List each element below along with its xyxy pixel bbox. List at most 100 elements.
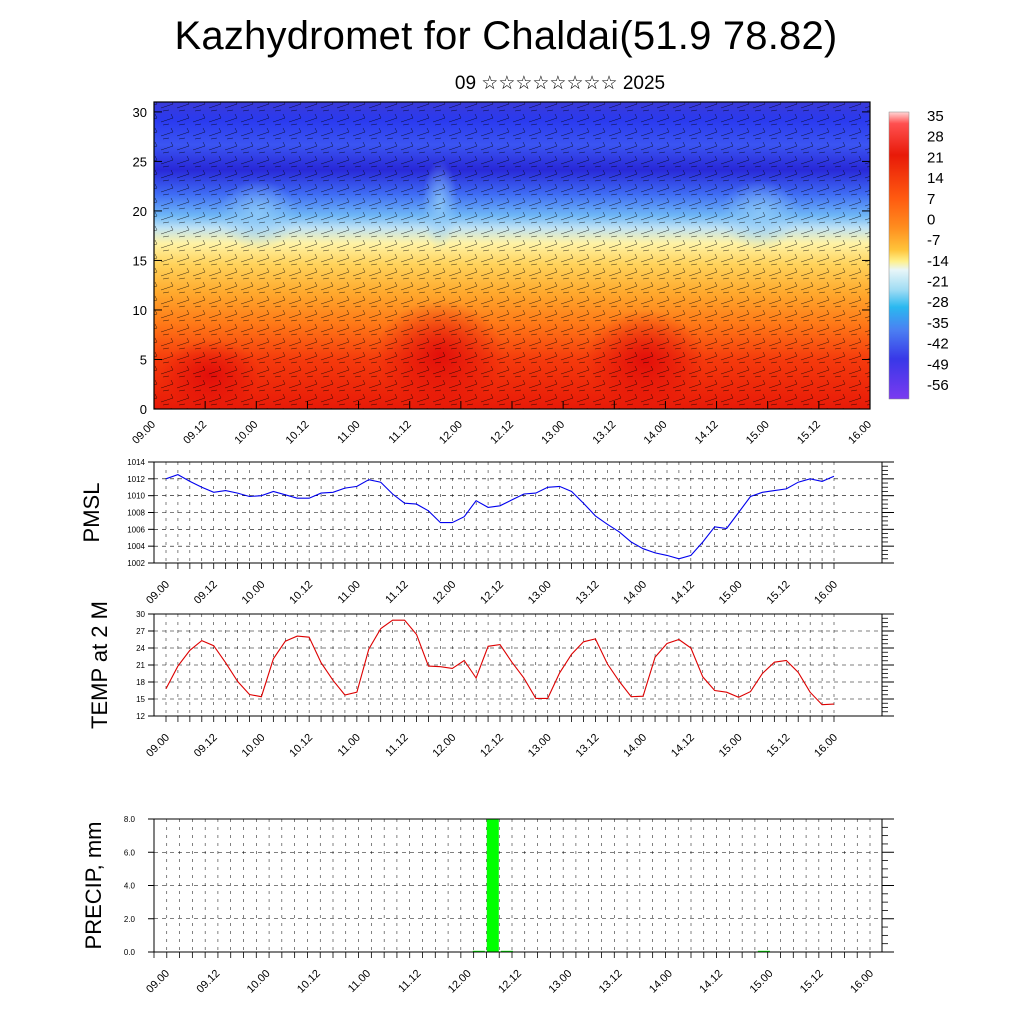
page-title: Kazhydromet for Chaldai(51.9 78.82)	[174, 14, 838, 58]
colorbar-label: -56	[927, 377, 949, 394]
x-tick-label: 14.12	[669, 579, 697, 607]
x-tick-label: 11.12	[383, 579, 410, 606]
x-tick-label: 09.00	[144, 579, 172, 607]
y-tick-label: 1012	[127, 475, 145, 484]
y-tick-label: 15	[136, 695, 145, 704]
x-tick-label: 11.12	[386, 419, 413, 446]
precip-bar	[500, 950, 513, 952]
precip-bar	[486, 819, 499, 952]
y-tick-label: 10	[133, 303, 147, 318]
colorbar-label: -21	[927, 274, 949, 291]
page-subtitle: 09 ☆☆☆☆☆☆☆☆ 2025	[454, 73, 666, 94]
x-tick-label: 15.12	[764, 579, 792, 607]
y-tick-label: 1006	[127, 525, 145, 534]
y-tick-label: 30	[133, 105, 147, 120]
x-tick-label: 10.00	[232, 419, 260, 447]
panel-precip: 0.0 2.0 4.0 6.0 8.0 09.00 09.12 10.00 10.12 11.00…	[81, 815, 894, 996]
x-tick-label: 15.00	[748, 968, 776, 996]
x-tick-label: 09.00	[130, 419, 158, 447]
y-tick-label: 1004	[127, 542, 145, 551]
precip-bar	[757, 950, 770, 952]
panel-temp: 12 15 18 21 24 27 30 09.00 09.12 10.00 10.12 11.00 1…	[87, 601, 894, 760]
y-tick-label: 25	[133, 154, 147, 169]
colorbar-label: 14	[927, 170, 944, 187]
colorbar-label: -49	[927, 356, 949, 373]
x-tick-label: 09.00	[144, 732, 172, 760]
x-tick-label: 09.12	[192, 579, 220, 607]
y-tick-label: 1008	[127, 509, 145, 518]
y-tick-label: 2.0	[124, 915, 136, 924]
y-tick-label: 27	[136, 627, 145, 636]
x-tick-label: 15.12	[798, 968, 826, 996]
x-tick-label: 09.12	[181, 419, 209, 447]
panel-frame	[153, 818, 883, 953]
x-tick-label: 15.00	[744, 419, 772, 447]
x-tick-label: 12.00	[430, 732, 458, 760]
x-tick-label: 14.00	[621, 579, 649, 607]
pmsl-line	[165, 473, 835, 560]
x-tick-label: 09.00	[144, 968, 172, 996]
y-tick-label: 6.0	[124, 848, 136, 857]
x-tick-label: 13.12	[574, 732, 602, 760]
y-tick-label: 8.0	[124, 815, 136, 824]
y-tick-label: 15	[133, 253, 147, 268]
y-tick-label: 5	[140, 352, 147, 367]
y-tick-label: 24	[136, 644, 145, 653]
x-tick-label: 15.00	[717, 579, 745, 607]
x-tick-label: 12.00	[430, 579, 458, 607]
x-tick-label: 11.12	[383, 732, 410, 759]
colorbar: 35 28 21 14 7 0 -7 -14 -21 -28 -35 -42 -49 -56	[888, 108, 949, 400]
x-tick-label: 12.12	[478, 579, 506, 607]
x-tick-label: 16.00	[848, 968, 876, 996]
x-tick-label: 10.12	[287, 732, 315, 760]
x-tick-label: 14.00	[621, 732, 649, 760]
x-tick-label: 13.00	[546, 968, 574, 996]
y-tick-label: 1010	[127, 492, 145, 501]
colorbar-label: 35	[927, 108, 944, 125]
panel-pmsl: 1002 1004 1006 1008 1010 1012 1014 09.00 09.12 10…	[79, 458, 894, 607]
x-tick-label: 13.12	[597, 968, 625, 996]
x-tick-label: 14.12	[669, 732, 697, 760]
colorbar-label: 21	[927, 149, 944, 166]
x-tick-label: 10.00	[240, 579, 268, 607]
x-tick-label: 13.12	[590, 419, 618, 447]
y-tick-label: 20	[133, 204, 147, 219]
x-tick-label: 12.12	[496, 968, 524, 996]
x-tick-label: 10.12	[284, 419, 312, 447]
x-tick-label: 16.00	[846, 419, 874, 447]
colorbar-label: -35	[927, 315, 949, 332]
y-tick-label: 1002	[127, 559, 145, 568]
panel-ylabel: TEMP at 2 M	[87, 601, 112, 729]
x-tick-label: 14.00	[642, 419, 670, 447]
x-tick-label: 13.12	[574, 579, 602, 607]
wind-barbs	[154, 102, 870, 409]
colorbar-label: -42	[927, 336, 949, 353]
x-tick-label: 14.12	[693, 419, 721, 447]
colorbar-label: 28	[927, 129, 944, 146]
x-tick-label: 11.00	[346, 968, 373, 995]
y-tick-label: 12	[136, 712, 145, 721]
x-tick-label: 16.00	[812, 732, 840, 760]
x-tick-label: 10.00	[245, 968, 273, 996]
panel-ylabel: PMSL	[79, 483, 104, 543]
colorbar-label: 7	[927, 191, 935, 208]
colorbar-label: -28	[927, 294, 949, 311]
colorbar-label: -7	[927, 232, 940, 249]
panel-ylabel: PRECIP, mm	[81, 822, 106, 950]
x-tick-label: 12.12	[478, 732, 506, 760]
x-tick-label: 11.00	[336, 579, 363, 606]
x-tick-label: 10.12	[295, 968, 323, 996]
x-tick-label: 15.12	[795, 419, 823, 447]
cross-section-panel: 0 5 10 15 20 25 30 09.00 09.12 10.00 10.12 11.00 11.…	[130, 101, 874, 447]
x-tick-label: 09.12	[192, 732, 220, 760]
y-tick-label: 0	[140, 402, 147, 417]
x-tick-label: 12.00	[446, 968, 474, 996]
x-tick-label: 13.00	[526, 579, 554, 607]
precip-bar	[472, 950, 485, 952]
x-tick-label: 15.12	[764, 732, 792, 760]
y-tick-label: 18	[136, 678, 145, 687]
x-tick-label: 13.00	[539, 419, 567, 447]
x-tick-label: 10.00	[240, 732, 268, 760]
x-tick-label: 11.00	[336, 732, 363, 759]
